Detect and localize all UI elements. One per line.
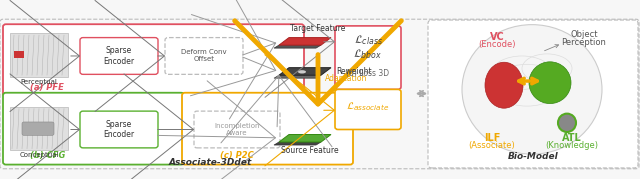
Text: (Associate): (Associate) [468,141,515,150]
Text: ILF: ILF [484,133,500,143]
Text: Incompletion
Aware: Incompletion Aware [214,123,260,136]
Text: (b) CFG: (b) CFG [30,151,65,160]
FancyBboxPatch shape [428,20,638,168]
Polygon shape [279,134,331,142]
Bar [10,33,68,77]
Ellipse shape [462,25,602,154]
Text: Associate-3Ddet: Associate-3Ddet [168,158,252,167]
Text: (c) P2C: (c) P2C [220,151,253,160]
Ellipse shape [558,114,576,132]
Text: Reweight: Reweight [336,67,372,76]
Text: Object: Object [570,30,598,39]
Text: (Knowledge): (Knowledge) [545,141,598,150]
FancyBboxPatch shape [194,111,280,148]
Text: (a) PFE: (a) PFE [30,83,64,92]
FancyBboxPatch shape [0,19,639,169]
FancyBboxPatch shape [22,122,54,135]
Polygon shape [279,68,331,75]
FancyBboxPatch shape [165,38,243,74]
Text: $\mathcal{L}_{associate}$: $\mathcal{L}_{associate}$ [346,100,390,113]
Text: Target Feature: Target Feature [291,24,346,33]
FancyBboxPatch shape [80,38,158,74]
Text: VC: VC [490,32,504,42]
Text: ATL: ATL [562,133,582,143]
Text: (Encode): (Encode) [478,40,516,49]
Text: Deform Conv
Offset: Deform Conv Offset [181,49,227,62]
Text: Perceptual: Perceptual [20,79,58,84]
Text: $\mathcal{L}_{bbox}$: $\mathcal{L}_{bbox}$ [353,48,383,61]
Text: Perception: Perception [561,38,607,47]
Bar [14,51,24,58]
Polygon shape [274,45,321,48]
Ellipse shape [529,62,571,104]
Polygon shape [274,75,321,78]
Text: Sparse
Encoder: Sparse Encoder [104,120,134,139]
FancyBboxPatch shape [335,89,401,129]
Polygon shape [274,142,321,145]
Text: Sparse
Encoder: Sparse Encoder [104,46,134,66]
Text: Adaptation: Adaptation [325,74,367,83]
FancyBboxPatch shape [80,111,158,148]
Text: (d) Loss 3D: (d) Loss 3D [346,69,390,78]
Ellipse shape [485,62,523,108]
Polygon shape [279,38,331,45]
Text: Source Feature: Source Feature [281,146,339,155]
FancyBboxPatch shape [335,26,401,89]
FancyBboxPatch shape [3,93,184,165]
Text: Bio-Model: Bio-Model [508,152,558,161]
Text: $\mathcal{L}_{class}$: $\mathcal{L}_{class}$ [353,33,383,47]
FancyBboxPatch shape [3,24,304,96]
FancyBboxPatch shape [182,93,353,165]
Bar [10,107,68,150]
Text: Conceptual: Conceptual [19,152,59,158]
Ellipse shape [298,70,306,74]
